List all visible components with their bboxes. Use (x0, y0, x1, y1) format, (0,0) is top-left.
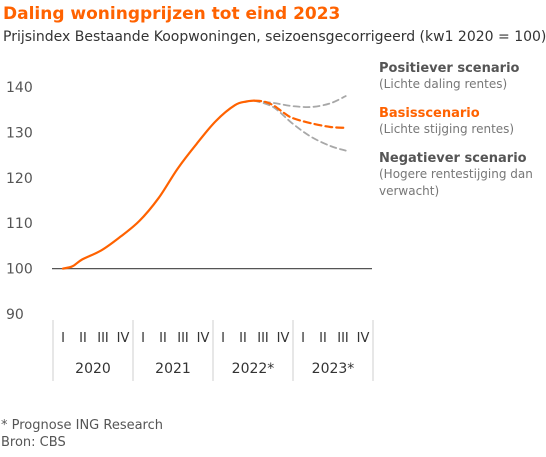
series-line-historical (61, 99, 256, 270)
y-tick-label: 140 (6, 80, 33, 96)
series-line-negative (253, 99, 347, 152)
year-label: 2023* (312, 361, 355, 377)
chart-subtitle: Prijsindex Bestaande Koopwoningen, seizo… (3, 29, 546, 45)
footnote-source: Bron: CBS (1, 435, 66, 450)
quarter-label: IV (197, 331, 210, 346)
series-line-basis (252, 99, 347, 129)
y-tick-label: 120 (6, 171, 33, 187)
quarter-label: III (337, 331, 349, 346)
series-lines (61, 95, 347, 270)
quarter-label: II (239, 331, 247, 346)
year-label: 2020 (75, 361, 111, 377)
legend-note-positive: (Lichte daling rentes) (379, 77, 507, 91)
quarter-label: II (79, 331, 87, 346)
legend-note-negative: (Hogere rentestijging dan (379, 167, 533, 181)
legend-label-positive: Positiever scenario (379, 61, 520, 76)
y-tick-label: 110 (6, 216, 33, 232)
quarter-label: I (301, 331, 305, 346)
quarter-label: IV (357, 331, 370, 346)
quarter-label: III (257, 331, 269, 346)
y-axis-labels: 90 100 110 120 130 140 (6, 80, 33, 323)
quarter-label: IV (277, 331, 290, 346)
legend-label-basis: Basisscenario (379, 106, 480, 121)
year-label: 2022* (232, 361, 275, 377)
footnote-prognose: * Prognose ING Research (1, 418, 163, 433)
y-tick-label: 100 (6, 262, 33, 278)
footnote: * Prognose ING Research Bron: CBS (1, 417, 163, 451)
legend-note-basis: (Lichte stijging rentes) (379, 122, 514, 136)
legend-label-negative: Negatiever scenario (379, 151, 527, 166)
quarter-label: III (97, 331, 109, 346)
quarter-label: II (159, 331, 167, 346)
legend: Positiever scenario(Lichte daling rentes… (379, 61, 533, 198)
quarter-label: II (319, 331, 327, 346)
chart-title: Daling woningprijzen tot eind 2023 (3, 4, 341, 24)
quarter-label: IV (117, 331, 130, 346)
year-label: 2021 (155, 361, 191, 377)
y-tick-label: 90 (6, 307, 24, 323)
legend-note-negative: verwacht) (379, 184, 439, 198)
quarter-label: I (221, 331, 225, 346)
y-tick-label: 130 (6, 125, 33, 141)
quarter-label: I (141, 331, 145, 346)
quarter-label: III (177, 331, 189, 346)
quarter-label: I (61, 331, 65, 346)
